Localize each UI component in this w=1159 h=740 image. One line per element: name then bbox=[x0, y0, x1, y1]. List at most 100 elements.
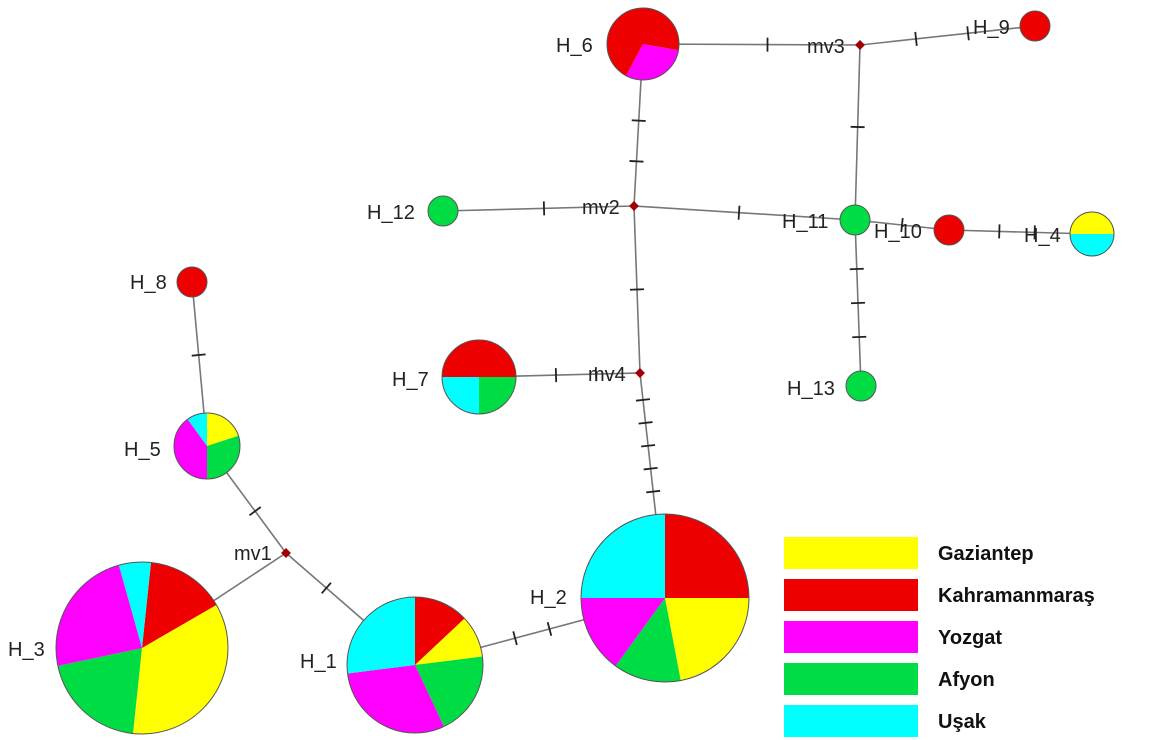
node-label: H_7 bbox=[392, 369, 429, 391]
legend-label: Gaziantep bbox=[938, 543, 1034, 565]
edge-h_12-mv2 bbox=[442, 205, 635, 212]
pie-slice bbox=[415, 618, 483, 665]
node-h-5: H_5 bbox=[124, 412, 241, 480]
pie-slice bbox=[615, 598, 681, 682]
edge-mv2-h_11 bbox=[633, 205, 856, 221]
pie-slice bbox=[415, 597, 465, 665]
pie-slice bbox=[207, 413, 239, 446]
pie-slice bbox=[581, 514, 665, 598]
pie-slice bbox=[187, 413, 207, 446]
node-h-8: H_8 bbox=[130, 266, 208, 298]
pie-slice bbox=[626, 44, 679, 80]
mutation-tick bbox=[737, 205, 741, 220]
node-label: H_12 bbox=[367, 202, 415, 224]
legend-label: Kahramanmaraş bbox=[938, 585, 1095, 607]
node-outline bbox=[173, 412, 241, 480]
node-label: H_3 bbox=[8, 639, 45, 661]
pie-slice bbox=[415, 656, 484, 727]
pie-slice bbox=[1020, 11, 1050, 41]
mutation-tick bbox=[849, 267, 864, 271]
pie-slice bbox=[133, 605, 228, 734]
legend-label: Afyon bbox=[938, 669, 995, 691]
mutation-tick bbox=[641, 444, 656, 448]
mutation-tick bbox=[191, 353, 206, 357]
edge-mv3-h_11 bbox=[854, 44, 861, 221]
node-label: H_1 bbox=[300, 651, 337, 673]
pie-slice bbox=[57, 648, 143, 734]
legend: Gaziantep Kahramanmaraş Yozgat Afyon Uşak bbox=[784, 537, 1095, 737]
mutation-tick bbox=[629, 160, 644, 163]
legend-swatch bbox=[784, 579, 918, 611]
legend-item-kahramanmaras: Kahramanmaraş bbox=[784, 579, 1095, 611]
node-h-4: H_4 bbox=[1024, 211, 1115, 257]
pie-slice bbox=[934, 215, 964, 245]
node-label: H_10 bbox=[874, 221, 922, 243]
node-outline bbox=[427, 195, 459, 227]
legend-label: Yozgat bbox=[938, 627, 1002, 649]
mutation-tick bbox=[850, 301, 866, 305]
mutation-tick bbox=[643, 467, 658, 471]
pie-slice bbox=[665, 514, 749, 598]
node-outline bbox=[839, 204, 871, 236]
pie-slice bbox=[347, 597, 415, 674]
mutation-tick bbox=[900, 217, 904, 233]
pie-slice bbox=[207, 435, 241, 479]
mutation-tick bbox=[852, 335, 867, 339]
node-outline bbox=[55, 561, 229, 735]
legend-item-afyon: Afyon bbox=[784, 663, 995, 695]
pie-slice bbox=[1070, 212, 1114, 234]
pie-slice bbox=[174, 419, 207, 479]
node-h-13: H_13 bbox=[787, 370, 877, 402]
pie-slice bbox=[840, 205, 870, 235]
median-vector-dot bbox=[635, 368, 645, 378]
pie-slice bbox=[479, 377, 516, 414]
legend-item-yozgat: Yozgat bbox=[784, 621, 1002, 653]
pie-slice bbox=[347, 665, 444, 734]
node-outline bbox=[1069, 211, 1115, 257]
node-h-2: H_2 bbox=[530, 513, 750, 683]
median-vector-label: mv1 bbox=[234, 543, 272, 565]
legend-label: Uşak bbox=[938, 711, 987, 733]
node-label: H_9 bbox=[973, 17, 1010, 39]
node-outline bbox=[346, 596, 484, 734]
node-label: H_8 bbox=[130, 272, 167, 294]
legend-swatch bbox=[784, 663, 918, 695]
node-label: H_11 bbox=[782, 211, 828, 233]
median-vector-dot bbox=[629, 201, 639, 211]
node-h-1: H_1 bbox=[300, 596, 484, 734]
legend-swatch bbox=[784, 705, 918, 737]
pie-slice bbox=[118, 562, 151, 648]
node-h-9: H_9 bbox=[973, 10, 1051, 42]
pie-slice bbox=[442, 340, 516, 377]
node-label: H_4 bbox=[1024, 225, 1061, 247]
node-h-7: H_7 bbox=[392, 339, 517, 415]
edge-mv3-h_9 bbox=[859, 25, 1036, 46]
legend-item-gaziantep: Gaziantep bbox=[784, 537, 1034, 569]
mutation-tick bbox=[646, 489, 661, 494]
network-nodes: H_1 H_2 H_3 H_4 H_5 H_6 H_7 H_8 H_9 H_10 H_11 H_12 H… bbox=[8, 7, 1115, 735]
node-label: H_6 bbox=[556, 35, 593, 57]
median-vector-dot bbox=[281, 548, 291, 558]
median-vector-label: mv4 bbox=[588, 364, 626, 386]
median-vector-mv3: mv3 bbox=[807, 36, 865, 58]
node-outline bbox=[580, 513, 750, 683]
pie-slice bbox=[442, 377, 479, 414]
node-outline bbox=[176, 266, 208, 298]
mutation-tick bbox=[638, 421, 653, 425]
node-outline bbox=[845, 370, 877, 402]
median-vector-mv4: mv4 bbox=[588, 364, 645, 386]
mutation-tick bbox=[631, 119, 646, 122]
node-outline bbox=[933, 214, 965, 246]
pie-slice bbox=[607, 7, 680, 76]
median-vector-label: mv2 bbox=[582, 197, 620, 219]
node-h-3: H_3 bbox=[8, 561, 229, 735]
pie-slice bbox=[142, 562, 217, 648]
pie-slice bbox=[1070, 234, 1114, 256]
node-outline bbox=[606, 7, 680, 81]
mutation-tick bbox=[635, 398, 651, 402]
mutation-tick bbox=[248, 506, 262, 517]
median-vector-mv1: mv1 bbox=[234, 543, 291, 565]
node-h-6: H_6 bbox=[556, 7, 680, 81]
mutation-tick bbox=[966, 26, 970, 41]
